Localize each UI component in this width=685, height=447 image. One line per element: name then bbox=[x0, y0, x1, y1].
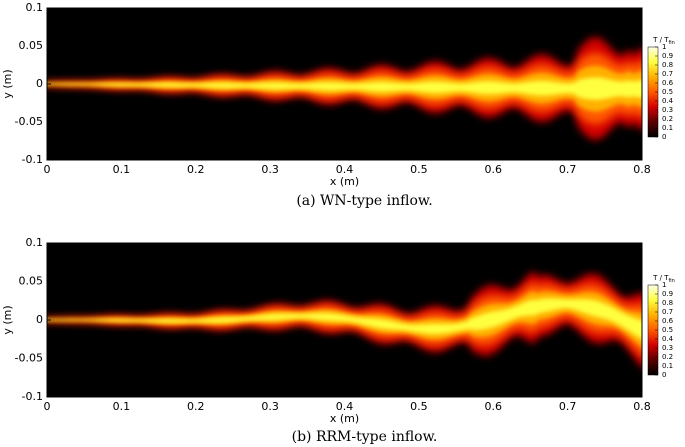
colorbar-tick-label: 0.6 bbox=[662, 79, 674, 87]
colorbar-tick-label: 1 bbox=[662, 43, 666, 51]
flame-layer bbox=[47, 77, 642, 100]
y-tick-label: -0.05 bbox=[15, 115, 43, 128]
caption: (a) WN-type inflow. bbox=[296, 193, 432, 209]
colorbar-title: T / Tfin bbox=[652, 274, 675, 284]
y-tick-label: 0.1 bbox=[26, 236, 44, 249]
panel: 0 0.1 0.2 0.3 0.4 0.5 0.6 0.7 0.8-0.1-0.0500.050… bbox=[1, 1, 675, 209]
colorbar-tick-label: 0.8 bbox=[662, 61, 673, 69]
x-tick-label: 0.1 bbox=[113, 400, 131, 413]
x-tick-label: 0.8 bbox=[633, 400, 651, 413]
colorbar-tick-label: 0.9 bbox=[662, 52, 673, 60]
y-tick-label: 0 bbox=[36, 77, 43, 90]
x-tick-label: 0.5 bbox=[410, 163, 428, 176]
colorbar-title-main: T / T bbox=[652, 36, 669, 44]
x-tick-label: 0.4 bbox=[336, 400, 354, 413]
y-tick-label: 0.05 bbox=[19, 39, 44, 52]
x-tick-label: 0.5 bbox=[410, 400, 428, 413]
colorbar-tick-label: 0.2 bbox=[662, 115, 673, 123]
x-tick-label: 0.3 bbox=[261, 400, 279, 413]
colorbar-tick-label: 0.4 bbox=[662, 335, 674, 343]
panel: 0 0.1 0.2 0.3 0.4 0.5 0.6 0.7 0.8-0.1-0.0500.050… bbox=[1, 236, 675, 445]
flame-blob bbox=[636, 80, 642, 98]
colorbar-tick-label: 0.4 bbox=[662, 97, 674, 105]
colorbar-tick-label: 0.3 bbox=[662, 344, 673, 352]
y-tick-label: 0.05 bbox=[19, 275, 44, 288]
x-tick-label: 0.6 bbox=[485, 400, 503, 413]
y-axis-label: y (m) bbox=[1, 69, 14, 98]
x-axis-label: x (m) bbox=[330, 175, 359, 188]
x-tick-label: 0.4 bbox=[336, 163, 354, 176]
colorbar-tick-label: 0.5 bbox=[662, 326, 673, 334]
colorbar-title-sub: fin bbox=[669, 278, 675, 284]
y-tick-label: 0 bbox=[36, 313, 43, 326]
colorbar-tick-label: 0.1 bbox=[662, 362, 673, 370]
y-tick-label: -0.1 bbox=[22, 390, 43, 403]
colorbar-tick-label: 0.3 bbox=[662, 106, 673, 114]
flame bbox=[47, 37, 642, 141]
flame bbox=[47, 272, 642, 367]
colorbar-tick-label: 0.7 bbox=[662, 308, 673, 316]
colorbar-title-sub: fin bbox=[669, 40, 675, 46]
colorbar-tick-label: 0.9 bbox=[662, 290, 673, 298]
colorbar-tick-label: 0.5 bbox=[662, 88, 673, 96]
x-tick-label: 0.2 bbox=[187, 163, 205, 176]
flame-layer bbox=[47, 298, 642, 339]
x-tick-label: 0 bbox=[44, 163, 51, 176]
colorbar-tick-label: 0 bbox=[662, 133, 666, 141]
y-tick-label: -0.1 bbox=[22, 153, 43, 166]
x-tick-label: 0.3 bbox=[261, 163, 279, 176]
x-axis-label: x (m) bbox=[330, 412, 359, 425]
x-tick-label: 0.2 bbox=[187, 400, 205, 413]
y-tick-label: -0.05 bbox=[15, 352, 43, 365]
colorbar-tick-label: 1 bbox=[662, 281, 666, 289]
colorbar-tick-label: 0.2 bbox=[662, 353, 673, 361]
y-axis-label: y (m) bbox=[1, 305, 14, 334]
colorbar-tick-label: 0.7 bbox=[662, 70, 673, 78]
colorbar-title: T / Tfin bbox=[652, 36, 675, 46]
x-tick-label: 0.7 bbox=[559, 400, 577, 413]
x-tick-label: 0.6 bbox=[485, 163, 503, 176]
x-tick-label: 0 bbox=[44, 400, 51, 413]
caption: (b) RRM-type inflow. bbox=[292, 429, 438, 445]
colorbar-tick-label: 0 bbox=[662, 371, 666, 379]
colorbar-tick-label: 0.1 bbox=[662, 124, 673, 132]
colorbar-tick-label: 0.8 bbox=[662, 299, 673, 307]
colorbar-tick-label: 0.6 bbox=[662, 317, 674, 325]
x-tick-label: 0.1 bbox=[113, 163, 131, 176]
x-tick-label: 0.8 bbox=[633, 163, 651, 176]
x-tick-label: 0.7 bbox=[559, 163, 577, 176]
y-tick-label: 0.1 bbox=[26, 1, 44, 14]
colorbar-title-main: T / T bbox=[652, 274, 669, 282]
